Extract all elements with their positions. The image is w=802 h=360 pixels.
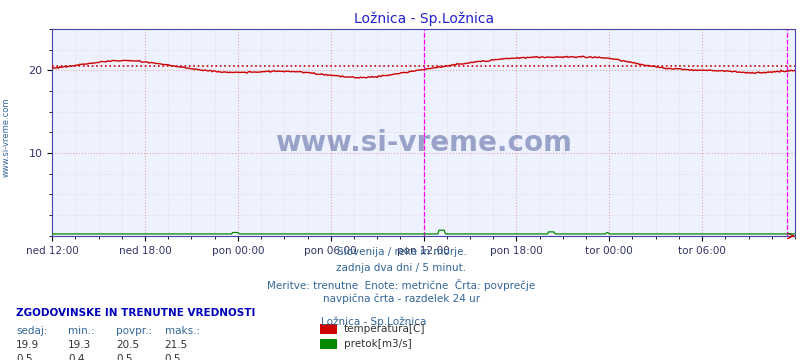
- Text: Meritve: trenutne  Enote: metrične  Črta: povprečje: Meritve: trenutne Enote: metrične Črta: …: [267, 279, 535, 291]
- Text: Slovenija / reke in morje.: Slovenija / reke in morje.: [336, 247, 466, 257]
- Text: www.si-vreme.com: www.si-vreme.com: [2, 97, 11, 176]
- Text: 20.5: 20.5: [116, 340, 140, 350]
- Text: 0.5: 0.5: [16, 354, 33, 360]
- Text: www.si-vreme.com: www.si-vreme.com: [275, 129, 571, 157]
- Text: 19.9: 19.9: [16, 340, 39, 350]
- Text: 0.4: 0.4: [68, 354, 85, 360]
- Text: pretok[m3/s]: pretok[m3/s]: [343, 339, 411, 349]
- Text: sedaj:: sedaj:: [16, 326, 47, 336]
- Text: ZGODOVINSKE IN TRENUTNE VREDNOSTI: ZGODOVINSKE IN TRENUTNE VREDNOSTI: [16, 308, 255, 318]
- Text: Ložnica - Sp.Ložnica: Ložnica - Sp.Ložnica: [321, 317, 426, 327]
- Text: 0.5: 0.5: [116, 354, 133, 360]
- Text: 0.5: 0.5: [164, 354, 181, 360]
- Text: zadnja dva dni / 5 minut.: zadnja dva dni / 5 minut.: [336, 263, 466, 273]
- Text: maks.:: maks.:: [164, 326, 200, 336]
- Text: povpr.:: povpr.:: [116, 326, 152, 336]
- Text: temperatura[C]: temperatura[C]: [343, 324, 424, 334]
- Text: min.:: min.:: [68, 326, 95, 336]
- Text: 19.3: 19.3: [68, 340, 91, 350]
- Text: 21.5: 21.5: [164, 340, 188, 350]
- Title: Ložnica - Sp.Ložnica: Ložnica - Sp.Ložnica: [353, 12, 493, 26]
- Text: navpična črta - razdelek 24 ur: navpična črta - razdelek 24 ur: [322, 293, 480, 304]
